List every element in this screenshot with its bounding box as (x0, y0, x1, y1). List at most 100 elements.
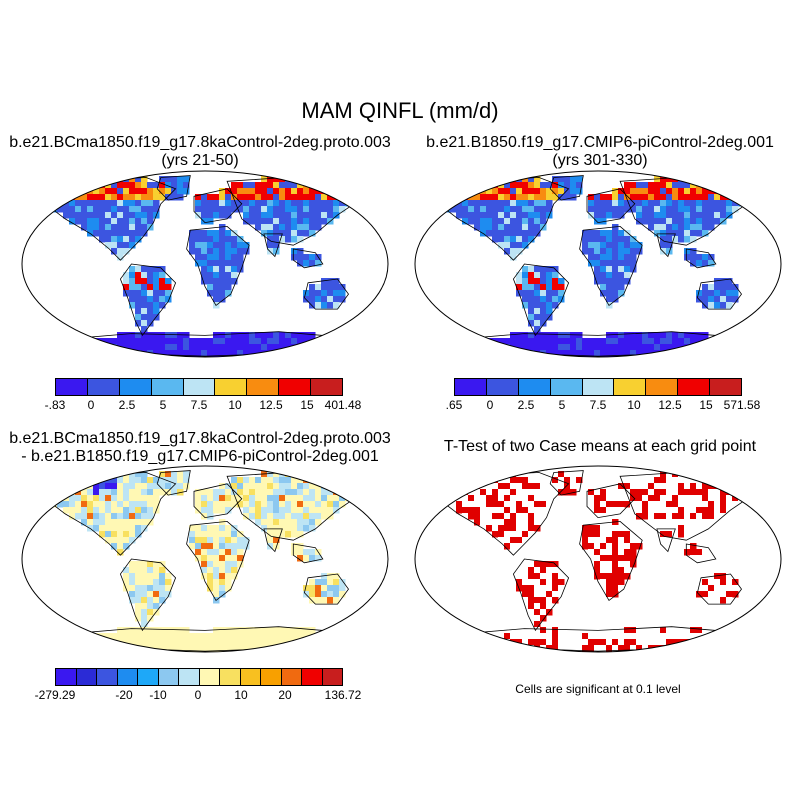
grid-cell (231, 260, 238, 267)
grid-cell (588, 501, 595, 508)
grid-cell (315, 639, 322, 646)
grid-cell (660, 206, 667, 213)
grid-cell (75, 338, 82, 345)
grid-cell (684, 236, 691, 243)
grid-cell (516, 645, 523, 652)
grid-cell (618, 188, 625, 195)
grid-cell (510, 206, 517, 213)
grid-cell (93, 513, 100, 520)
grid-cell (279, 188, 286, 195)
grid-cell (153, 290, 160, 297)
grid-cell (672, 483, 679, 490)
grid-cell (333, 302, 340, 309)
grid-cell (93, 194, 100, 201)
grid-cell (690, 194, 697, 201)
grid-cell (285, 483, 292, 490)
grid-cell (297, 200, 304, 207)
grid-cell (630, 206, 637, 213)
grid-cell (474, 344, 481, 351)
grid-cell (165, 591, 172, 598)
grid-cell (261, 513, 268, 520)
grid-cell (165, 344, 172, 351)
grid-cell (702, 200, 709, 207)
grid-cell (279, 489, 286, 496)
grid-cell (492, 188, 499, 195)
grid-cell (135, 278, 142, 285)
grid-cell (516, 284, 523, 291)
colorbar-swatch (76, 669, 97, 685)
grid-cell (558, 194, 565, 201)
grid-cell (243, 477, 250, 484)
grid-cell (207, 338, 214, 345)
grid-cell (291, 513, 298, 520)
grid-cell (219, 266, 226, 273)
grid-cell (516, 489, 523, 496)
grid-cell (588, 260, 595, 267)
grid-cell (474, 224, 481, 231)
grid-cell (297, 188, 304, 195)
grid-cell (696, 212, 703, 219)
grid-cell (672, 212, 679, 219)
grid-cell (195, 206, 202, 213)
grid-cell (303, 513, 310, 520)
grid-cell (522, 218, 529, 225)
grid-cell (588, 549, 595, 556)
grid-cell (684, 495, 691, 502)
grid-cell (552, 284, 559, 291)
grid-cell (636, 537, 643, 544)
grid-cell (105, 212, 112, 219)
grid-cell (105, 344, 112, 351)
grid-cell (135, 531, 142, 538)
grid-cell (684, 627, 691, 634)
grid-cell (564, 477, 571, 484)
grid-cell (201, 266, 208, 273)
grid-cell (255, 633, 262, 640)
grid-cell (726, 182, 733, 189)
grid-cell (654, 495, 661, 502)
grid-cell (135, 633, 142, 640)
grid-cell (516, 525, 523, 532)
grid-cell (135, 206, 142, 213)
colorbar-tick-label: 136.72 (324, 688, 362, 702)
grid-cell (654, 200, 661, 207)
grid-cell (183, 338, 190, 345)
grid-cell (327, 188, 334, 195)
grid-cell (303, 332, 310, 339)
grid-cell (327, 507, 334, 514)
grid-cell (594, 272, 601, 279)
grid-cell (678, 483, 685, 490)
colorbar-swatch (247, 379, 280, 395)
grid-cell (594, 278, 601, 285)
grid-cell (510, 332, 517, 339)
grid-cell (714, 200, 721, 207)
grid-cell (291, 194, 298, 201)
grid-cell (141, 495, 148, 502)
grid-cell (672, 230, 679, 237)
grid-cell (618, 212, 625, 219)
grid-cell (558, 483, 565, 490)
grid-cell (570, 188, 577, 195)
grid-cell (123, 284, 130, 291)
grid-cell (279, 525, 286, 532)
grid-cell (141, 477, 148, 484)
colorbar-swatch (322, 669, 342, 685)
colorbar-tick-label: 0 (194, 688, 202, 702)
grid-cell (624, 633, 631, 640)
grid-cell (171, 483, 178, 490)
grid-cell (165, 633, 172, 640)
grid-cell (648, 344, 655, 351)
grid-cell (273, 236, 280, 243)
grid-cell (546, 501, 553, 508)
grid-cell (225, 338, 232, 345)
grid-cell (480, 639, 487, 646)
grid-cell (510, 633, 517, 640)
grid-cell (309, 206, 316, 213)
grid-cell (552, 350, 559, 357)
grid-cell (690, 248, 697, 255)
grid-cell (600, 561, 607, 568)
grid-cell (129, 350, 136, 357)
grid-cell (666, 471, 673, 478)
grid-cell (552, 471, 559, 478)
coastline-greenland (549, 175, 584, 201)
grid-cell (207, 278, 214, 285)
